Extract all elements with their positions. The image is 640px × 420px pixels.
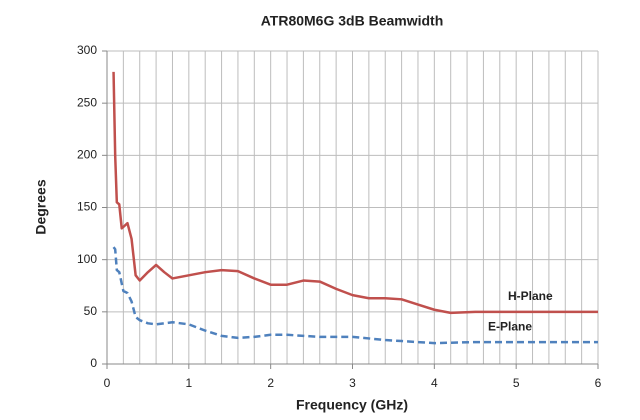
series-label: H-Plane xyxy=(508,289,553,303)
x-tick-label: 3 xyxy=(349,376,356,390)
x-tick-label: 1 xyxy=(185,376,192,390)
x-tick-label: 6 xyxy=(595,376,602,390)
y-axis-title: Degrees xyxy=(33,179,49,234)
x-tick-label: 5 xyxy=(513,376,520,390)
x-tick-label: 0 xyxy=(104,376,111,390)
series-label: E-Plane xyxy=(488,319,532,333)
y-tick-label: 150 xyxy=(77,200,97,214)
x-tick-label: 2 xyxy=(267,376,274,390)
y-tick-label: 300 xyxy=(77,43,97,57)
y-tick-label: 250 xyxy=(77,95,97,109)
y-tick-label: 0 xyxy=(90,356,97,370)
series-line xyxy=(112,246,598,345)
y-tick-label: 200 xyxy=(77,148,97,162)
x-tick-label: 4 xyxy=(431,376,438,390)
y-tick-label: 100 xyxy=(77,252,97,266)
y-tick-label: 50 xyxy=(84,304,98,318)
series-line xyxy=(112,71,598,315)
chart-title: ATR80M6G 3dB Beamwidth xyxy=(261,13,444,29)
x-axis-title: Frequency (GHz) xyxy=(296,397,408,413)
